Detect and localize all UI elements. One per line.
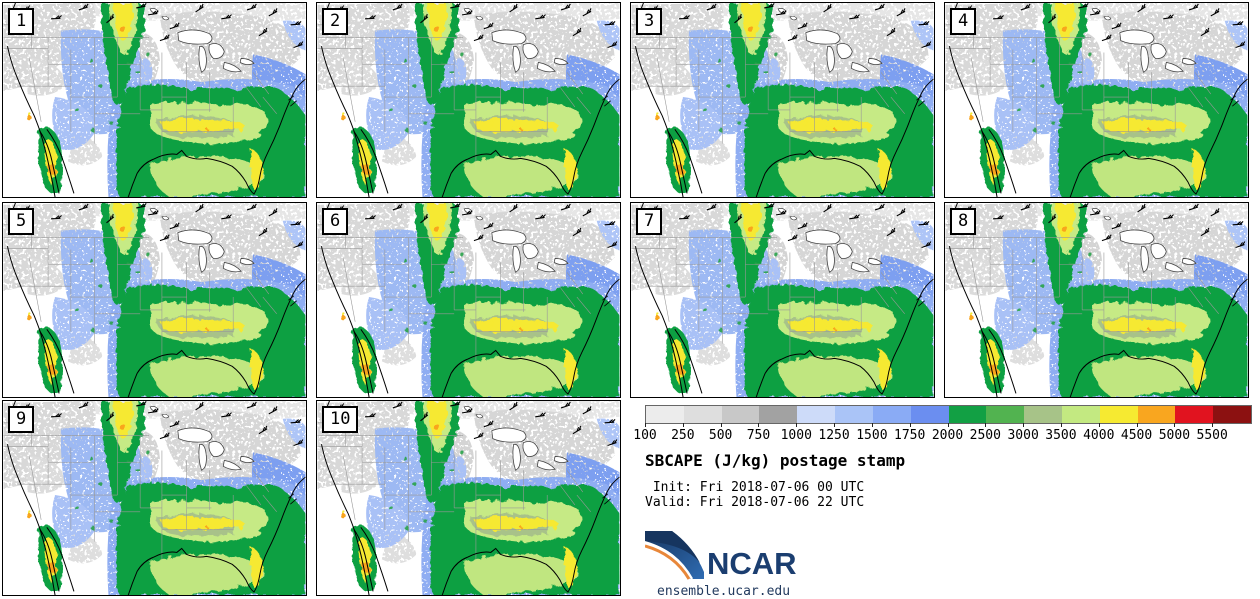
colorbar-segment bbox=[646, 406, 684, 423]
cape-map-graphic bbox=[3, 203, 306, 397]
colorbar-tick bbox=[985, 423, 987, 427]
colorbar-tick-label: 1250 bbox=[818, 428, 850, 443]
colorbar-segment bbox=[1099, 406, 1138, 423]
colorbar-segment bbox=[721, 406, 760, 423]
cape-map-graphic bbox=[317, 203, 620, 397]
colorbar-tick-label: 750 bbox=[746, 428, 771, 443]
product-title: SBCAPE (J/kg) postage stamp bbox=[645, 451, 906, 470]
member-number-label: 4 bbox=[950, 8, 977, 35]
colorbar-segment bbox=[986, 406, 1025, 423]
legend-block: 100 250 500 750 1000 1250 1500 1750 2000 2500 3000… bbox=[633, 403, 1259, 599]
colorbar-segment bbox=[1061, 406, 1100, 423]
colorbar-tick-label: 250 bbox=[671, 428, 695, 443]
member-number-label: 5 bbox=[8, 208, 35, 235]
colorbar-segment bbox=[759, 406, 798, 423]
cape-map-graphic bbox=[631, 203, 934, 397]
colorbar-tick-label: 3500 bbox=[1045, 428, 1077, 443]
member-number-label: 3 bbox=[636, 8, 663, 35]
colorbar-tick-label: 5000 bbox=[1158, 428, 1191, 443]
colorbar-tick-label: 4000 bbox=[1083, 428, 1115, 443]
ensemble-member-panel-3: 3 bbox=[630, 2, 935, 198]
ncar-logo-orange-arc bbox=[645, 544, 691, 580]
ensemble-member-panel-4: 4 bbox=[944, 2, 1249, 198]
colorbar-tick bbox=[758, 423, 760, 427]
member-number-label: 2 bbox=[322, 8, 349, 35]
ncar-logo: NCAR bbox=[645, 531, 797, 581]
colorbar-tick-label: 100 bbox=[633, 428, 657, 443]
cape-map-graphic bbox=[945, 203, 1248, 397]
colorbar-tick bbox=[1098, 423, 1100, 427]
colorbar-tick-label: 1000 bbox=[780, 428, 812, 443]
ensemble-member-panel-10: 10 bbox=[316, 400, 621, 596]
colorbar-segment bbox=[797, 406, 836, 423]
colorbar-segment bbox=[835, 406, 873, 423]
colorbar-segment bbox=[910, 406, 949, 423]
ncar-logo-top-band bbox=[645, 531, 700, 563]
colorbar-tick-label: 3000 bbox=[1007, 428, 1039, 443]
ensemble-member-panel-1: 1 bbox=[2, 2, 307, 198]
ncar-logo-swoosh bbox=[645, 531, 704, 579]
cape-map-graphic bbox=[3, 3, 306, 197]
member-number-label: 10 bbox=[322, 406, 359, 433]
ensemble-member-panel-8: 8 bbox=[944, 202, 1249, 398]
colorbar-tick-label: 2000 bbox=[931, 428, 964, 443]
cape-colorbar bbox=[645, 405, 1252, 424]
ensemble-member-panel-5: 5 bbox=[2, 202, 307, 398]
site-url: ensemble.ucar.edu bbox=[657, 584, 791, 599]
colorbar-tick bbox=[645, 423, 646, 427]
member-number-label: 6 bbox=[322, 208, 349, 235]
member-number-label: 9 bbox=[8, 406, 35, 433]
colorbar-segment bbox=[1137, 406, 1176, 423]
colorbar-tick-label: 5500 bbox=[1196, 428, 1228, 443]
cape-map-graphic bbox=[631, 3, 934, 197]
ensemble-member-panel-2: 2 bbox=[316, 2, 621, 198]
colorbar-tick-label: 1500 bbox=[856, 428, 888, 443]
colorbar-tick bbox=[1174, 423, 1176, 427]
colorbar-segment bbox=[872, 406, 911, 423]
colorbar-tick bbox=[947, 423, 949, 427]
ncar-logo-white-arc bbox=[645, 541, 694, 580]
ensemble-member-panel-9: 9 bbox=[2, 400, 307, 596]
member-number-label: 7 bbox=[636, 208, 663, 235]
colorbar-segment bbox=[948, 406, 987, 423]
colorbar-tick bbox=[1136, 423, 1138, 427]
init-time-line: Init: Fri 2018-07-06 00 UTC bbox=[645, 480, 865, 495]
colorbar-tick bbox=[834, 423, 836, 427]
member-number-label: 1 bbox=[8, 8, 35, 35]
colorbar-tick bbox=[1023, 423, 1025, 427]
cape-map-graphic bbox=[317, 3, 620, 197]
colorbar-segment bbox=[1175, 406, 1214, 423]
colorbar-tick bbox=[720, 423, 722, 427]
cape-map-graphic bbox=[945, 3, 1248, 197]
cape-map-graphic bbox=[3, 401, 306, 595]
colorbar-tick bbox=[909, 423, 911, 427]
colorbar-tick bbox=[796, 423, 798, 427]
colorbar-segment bbox=[1213, 406, 1251, 423]
ensemble-member-panel-6: 6 bbox=[316, 202, 621, 398]
member-number-label: 8 bbox=[950, 208, 977, 235]
colorbar-tick-labels: 100 250 500 750 1000 1250 1500 1750 2000 2500 3000… bbox=[633, 423, 1259, 444]
colorbar-tick bbox=[1212, 423, 1214, 427]
ensemble-member-panel-7: 7 bbox=[630, 202, 935, 398]
colorbar-tick bbox=[871, 423, 873, 427]
colorbar-tick bbox=[682, 423, 684, 427]
colorbar-tick-label: 1750 bbox=[894, 428, 926, 443]
colorbar-segment bbox=[1024, 406, 1062, 423]
colorbar-tick-label: 4500 bbox=[1120, 428, 1153, 443]
colorbar-tick-label: 2500 bbox=[969, 428, 1001, 443]
ncar-logo-text: NCAR bbox=[707, 546, 797, 581]
colorbar-tick bbox=[1060, 423, 1062, 427]
colorbar-tick-label: 500 bbox=[708, 428, 733, 443]
cape-map-graphic bbox=[317, 401, 620, 595]
colorbar-segment bbox=[683, 406, 722, 423]
valid-time-line: Valid: Fri 2018-07-06 22 UTC bbox=[645, 495, 865, 510]
